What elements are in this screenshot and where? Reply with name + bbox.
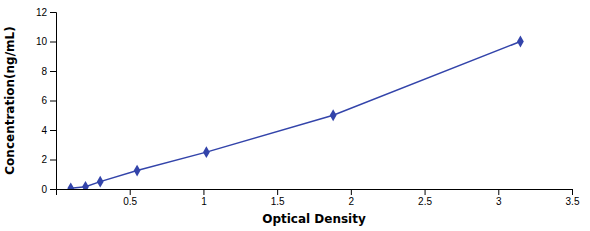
x-axis-tick-mark (351, 189, 352, 195)
y-axis-tick-label: 0 (41, 184, 47, 195)
marker (330, 109, 337, 121)
y-axis-tick-label: 12 (36, 7, 48, 18)
y-axis: 0 2 4 6 8 10 12 (36, 7, 57, 195)
y-axis-tick: 12 (36, 7, 56, 18)
y-axis-tick-mark (50, 101, 56, 102)
x-axis-tick-label: 3.5 (566, 196, 580, 207)
x-axis-tick-label: 2 (349, 196, 355, 207)
line (71, 42, 521, 189)
x-axis-tick: 2 (349, 189, 355, 207)
x-axis-tick-label: 0.5 (123, 196, 137, 207)
x-axis-tick: 0.5 (123, 189, 137, 207)
y-axis-tick-label: 8 (41, 66, 47, 77)
x-axis-tick-label: 1.5 (271, 196, 285, 207)
y-axis-tick-mark (50, 160, 56, 161)
marker (134, 165, 141, 177)
x-axis-tick: 2.5 (418, 189, 432, 207)
marks (67, 36, 523, 189)
y-axis-tick: 10 (36, 36, 56, 47)
plot: 0.5 1 1.5 2 2.5 3 3.5 0 2 4 6 8 10 12 (36, 7, 580, 207)
y-axis-tick-mark (50, 189, 56, 190)
y-axis-tick: 0 (41, 184, 56, 195)
y-axis-tick: 4 (41, 125, 56, 136)
x-axis-title: Optical Density (262, 212, 366, 226)
marker (67, 182, 74, 189)
y-axis-tick-label: 2 (41, 154, 47, 165)
y-axis-tick-label: 10 (36, 36, 48, 47)
x-axis-tick-mark (425, 189, 426, 195)
x-axis-tick: 3 (496, 189, 502, 207)
y-axis-tick-label: 4 (41, 125, 47, 136)
x-axis-tick-label: 3 (496, 196, 502, 207)
x-axis-tick-mark (277, 189, 278, 195)
x-axis: 0.5 1 1.5 2 2.5 3 3.5 (57, 189, 580, 207)
x-axis-tick: 1 (201, 189, 207, 207)
x-axis-tick: 3.5 (566, 189, 580, 207)
marker (517, 36, 524, 48)
x-axis-tick-label: 2.5 (418, 196, 432, 207)
x-axis-tick-mark (572, 189, 573, 195)
x-axis-tick-mark (498, 189, 499, 195)
y-axis-title: Concentration(ng/mL) (3, 26, 17, 174)
y-axis-tick-mark (50, 12, 56, 13)
marker (82, 181, 89, 189)
x-axis-line (57, 190, 573, 196)
x-axis-tick: 1.5 (271, 189, 285, 207)
marker (203, 146, 210, 158)
y-axis-tick-label: 6 (41, 95, 47, 106)
y-axis-tick-mark (50, 71, 56, 72)
y-axis-tick-mark (50, 130, 56, 131)
chart: 0.5 1 1.5 2 2.5 3 3.5 0 2 4 6 8 10 12 Optical Density C… (0, 0, 590, 231)
y-axis-tick: 2 (41, 154, 56, 165)
marker (97, 176, 104, 188)
x-axis-tick-mark (203, 189, 204, 195)
y-axis-tick-mark (50, 42, 56, 43)
y-axis-tick: 8 (41, 66, 56, 77)
x-axis-tick-label: 1 (201, 196, 207, 207)
x-axis-tick-mark (130, 189, 131, 195)
y-axis-tick: 6 (41, 95, 56, 106)
y-axis-line (50, 13, 57, 190)
